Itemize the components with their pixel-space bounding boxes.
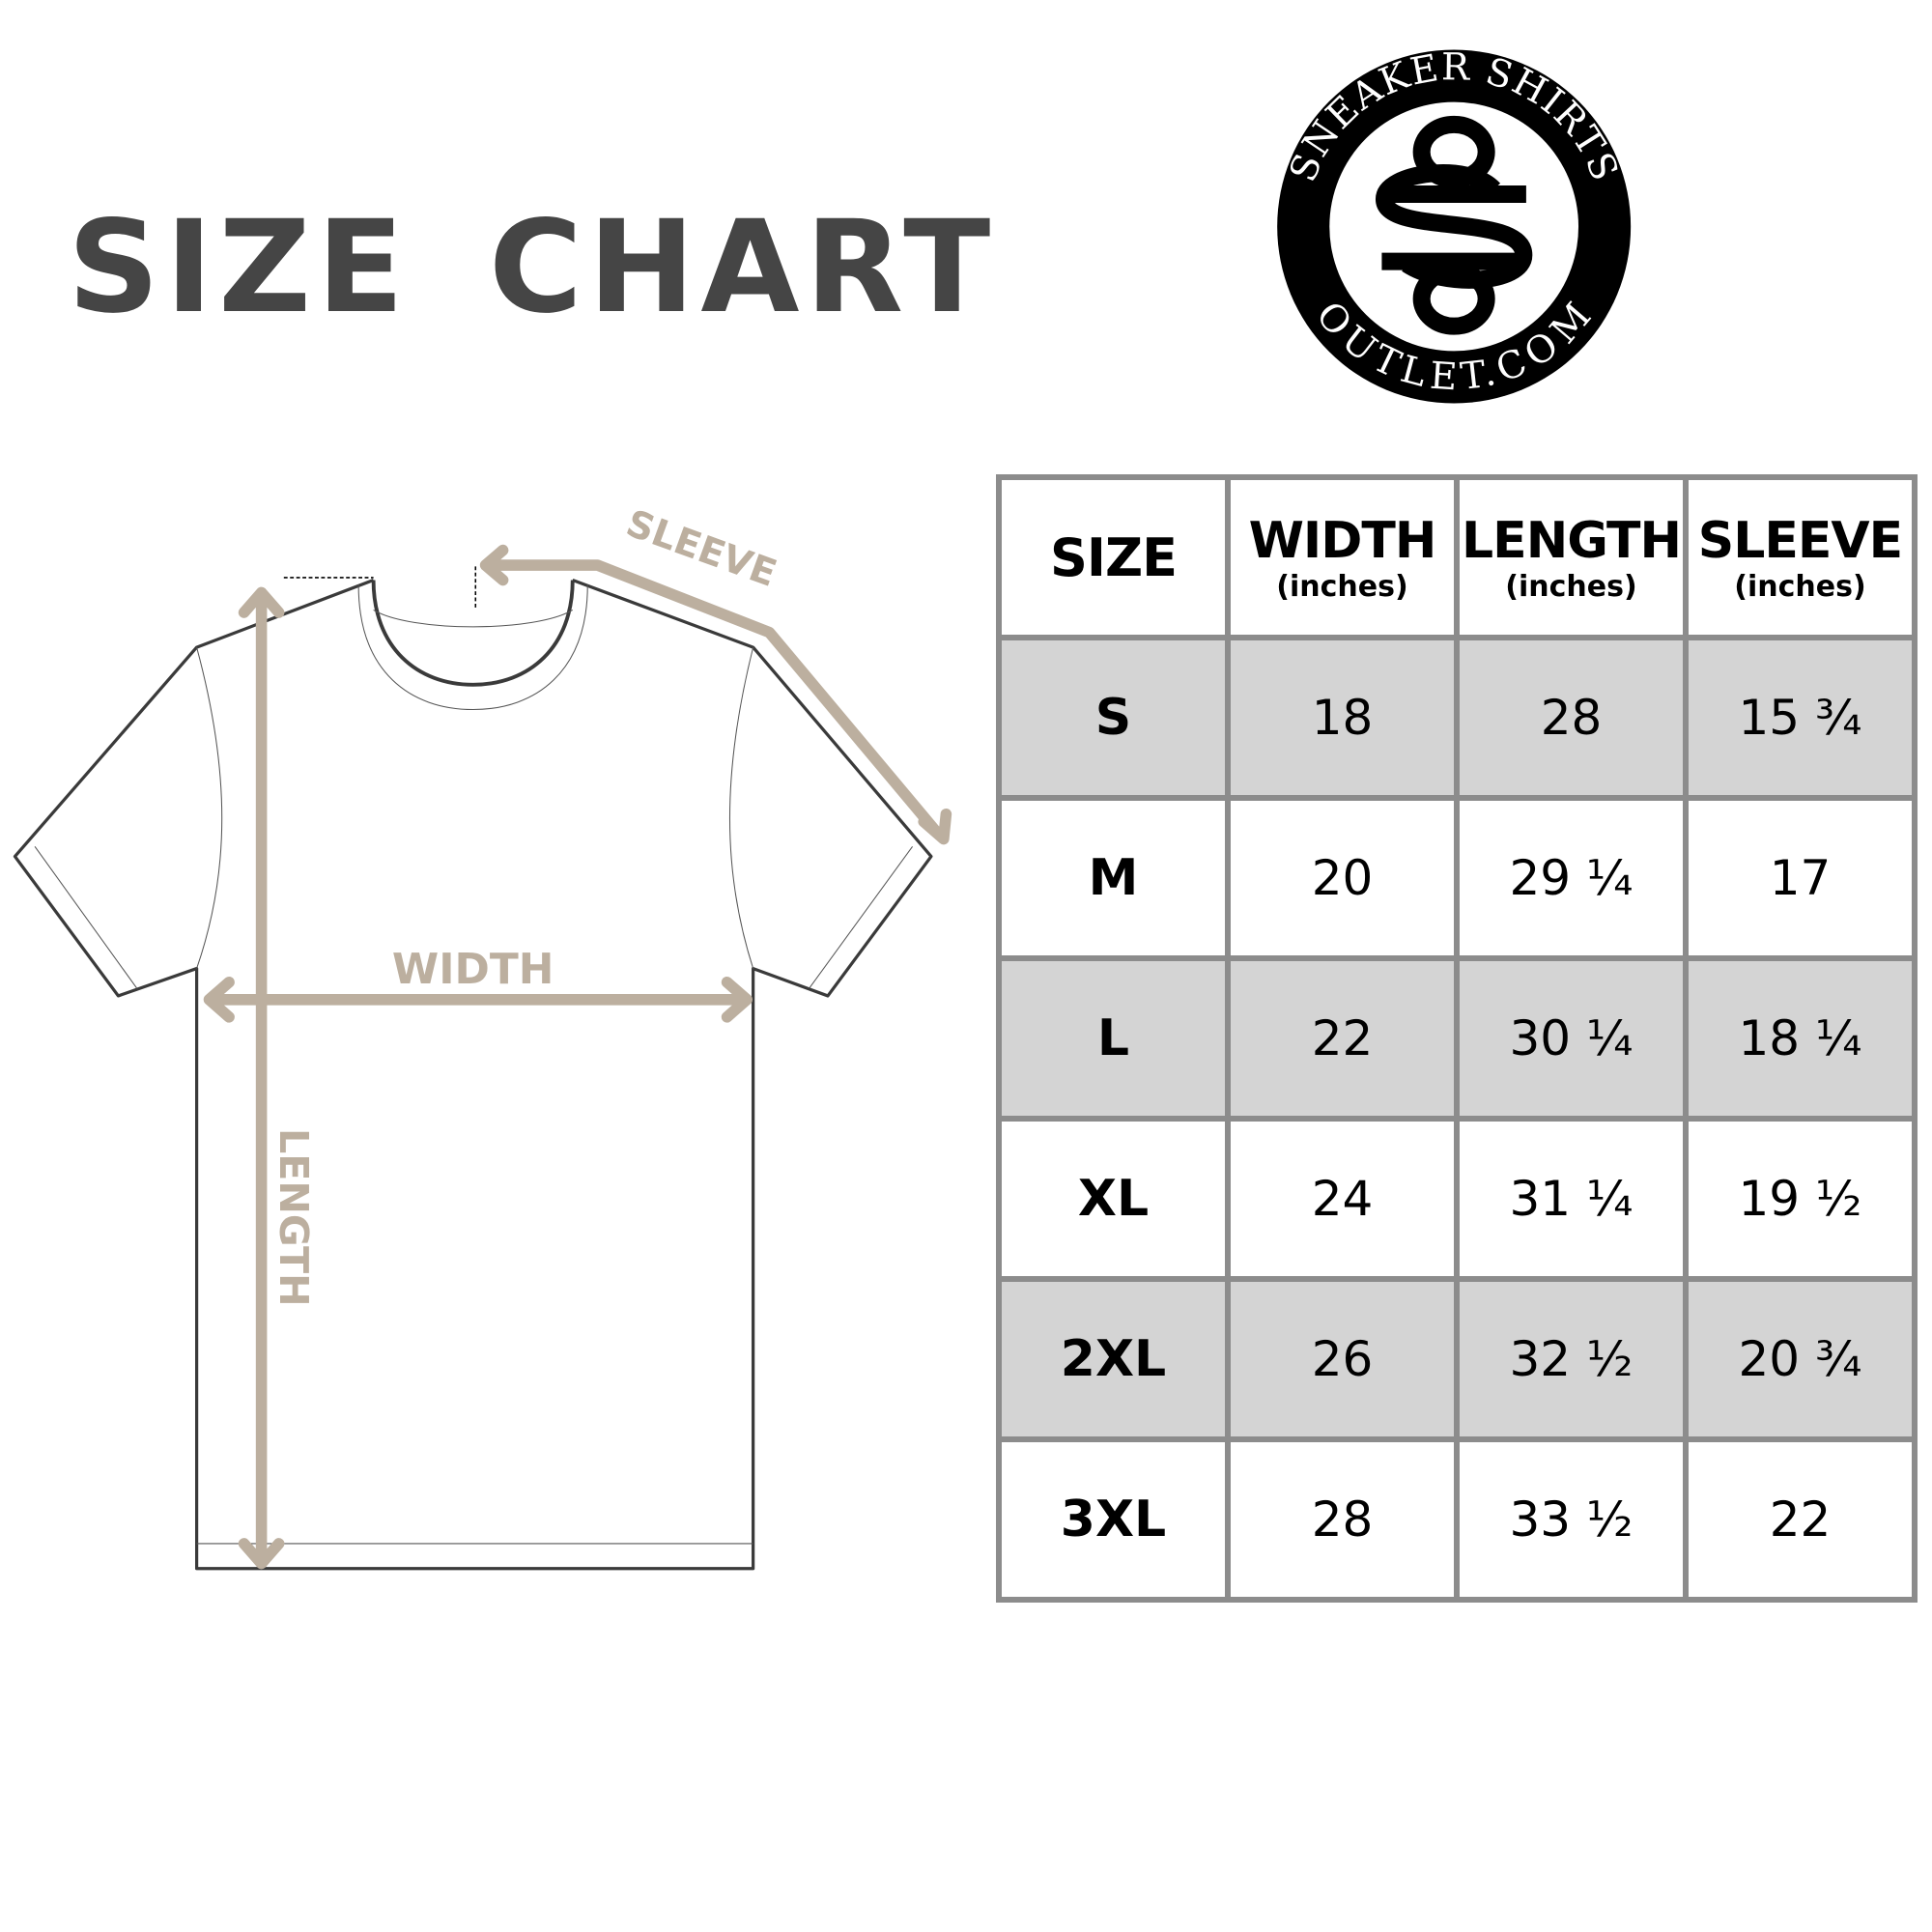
- cell-sleeve: 22: [1683, 1436, 1918, 1603]
- table-row: 3XL 28 33 ½ 22: [996, 1436, 1918, 1603]
- table-row: 2XL 26 32 ½ 20 ¾: [996, 1276, 1918, 1442]
- cell-size: XL: [996, 1116, 1231, 1282]
- cell-width: 28: [1225, 1436, 1460, 1603]
- sleeve-arrow: [479, 544, 952, 845]
- cell-sleeve: 19 ½: [1683, 1116, 1918, 1282]
- length-arrow: [238, 586, 285, 1570]
- header-size: SIZE: [996, 474, 1231, 640]
- cell-size: L: [996, 955, 1231, 1122]
- cell-size: M: [996, 795, 1231, 961]
- header-sleeve: SLEEVE (inches): [1683, 474, 1918, 640]
- page-title: SIZE CHART: [68, 193, 997, 342]
- cell-sleeve: 15 ¾: [1683, 635, 1918, 801]
- tshirt-seams: [34, 584, 914, 1545]
- cell-length: 30 ¼: [1454, 955, 1689, 1122]
- length-label: LENGTH: [270, 1128, 317, 1307]
- table-header-row: SIZE WIDTH (inches) LENGTH (inches) SLEEVE…: [996, 474, 1918, 640]
- table-row: XL 24 31 ¼ 19 ½: [996, 1116, 1918, 1282]
- monogram-icon: [1375, 115, 1533, 335]
- cell-width: 22: [1225, 955, 1460, 1122]
- cell-length: 31 ¼: [1454, 1116, 1689, 1282]
- cell-length: 33 ½: [1454, 1436, 1689, 1603]
- tshirt-outline: [13, 579, 933, 1571]
- table-row: L 22 30 ¼ 18 ¼: [996, 955, 1918, 1122]
- cell-length: 28: [1454, 635, 1689, 801]
- cell-size: 2XL: [996, 1276, 1231, 1442]
- cell-length: 29 ¼: [1454, 795, 1689, 961]
- size-table: SIZE WIDTH (inches) LENGTH (inches) SLEEVE…: [996, 474, 1918, 1603]
- cell-sleeve: 18 ¼: [1683, 955, 1918, 1122]
- cell-size: 3XL: [996, 1436, 1231, 1603]
- cell-width: 20: [1225, 795, 1460, 961]
- header-length: LENGTH (inches): [1454, 474, 1689, 640]
- width-arrow: [203, 976, 753, 1023]
- measure-guides: [283, 566, 477, 611]
- cell-width: 18: [1225, 635, 1460, 801]
- table-row: M 20 29 ¼ 17: [996, 795, 1918, 961]
- cell-sleeve: 17: [1683, 795, 1918, 961]
- cell-length: 32 ½: [1454, 1276, 1689, 1442]
- cell-width: 24: [1225, 1116, 1460, 1282]
- table-row: S 18 28 15 ¾: [996, 635, 1918, 801]
- width-label: WIDTH: [392, 945, 554, 994]
- brand-logo: SNEAKER SHIRTS OUTLET.COM: [1277, 45, 1632, 404]
- cell-sleeve: 20 ¾: [1683, 1276, 1918, 1442]
- cell-width: 26: [1225, 1276, 1460, 1442]
- header-width: WIDTH (inches): [1225, 474, 1460, 640]
- cell-size: S: [996, 635, 1231, 801]
